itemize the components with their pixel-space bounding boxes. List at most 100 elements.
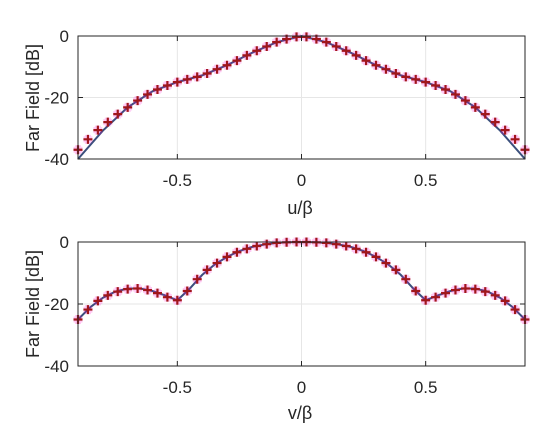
subplot-v-marker-41 <box>480 287 490 297</box>
subplot-v-marker-36 <box>431 292 441 302</box>
subplot-v-marker-34 <box>411 286 421 296</box>
subplot-u-marker-34 <box>411 74 421 84</box>
subplot-v-marker-12 <box>192 274 202 284</box>
subplot-v-axes: -0.5 0 0.5 0 -20 -40 <box>44 233 526 397</box>
subplot-u-marker-25 <box>321 37 331 47</box>
subplot-v-marker-17 <box>242 244 252 254</box>
subplot-v-marker-35 <box>421 295 431 305</box>
subplot-v-marker-19 <box>262 239 272 249</box>
subplot-u-marker-19 <box>262 41 272 51</box>
subplot-u-axes: -0.5 0 0.5 0 -20 -40 <box>44 27 526 190</box>
subplot-u-marker-10 <box>172 77 182 87</box>
subplot-v-marker-2 <box>93 296 103 306</box>
subplot-u-marker-17 <box>242 50 252 60</box>
subplot-u-marker-15 <box>222 60 232 70</box>
subplot-u-marker-1 <box>83 134 93 144</box>
subplot-u-marker-20 <box>272 37 282 47</box>
subplot-v-grid <box>78 241 525 367</box>
subplot-u-marker-3 <box>103 117 113 127</box>
subplot-v-marker-13 <box>202 265 212 275</box>
subplot-u-marker-2 <box>93 125 103 135</box>
subplot-u-marker-41 <box>480 109 490 119</box>
subplot-u-marker-18 <box>252 46 262 56</box>
subplot-v-marker-27 <box>341 241 351 251</box>
subplot-v-marker-32 <box>391 265 401 275</box>
subplot-v-marker-30 <box>371 252 381 262</box>
subplot-v-plot-area <box>73 237 530 324</box>
subplot-v-marker-4 <box>113 287 123 297</box>
subplot-u-marker-39 <box>460 96 470 106</box>
subplot-v-xtick-label-2: 0.5 <box>414 378 438 397</box>
subplot-u-marker-44 <box>510 134 520 144</box>
subplot-u-ylabel: Far Field [dB] <box>23 44 43 152</box>
subplot-u-marker-36 <box>431 81 441 91</box>
subplot-u-xtick-label-0: -0.5 <box>163 171 192 190</box>
subplot-v-marker-6 <box>133 284 143 293</box>
subplot-u: -0.5 0 0.5 0 -20 -40 Far Field [dB] u/β <box>23 27 530 218</box>
subplot-u-xtick-label-1: 0 <box>297 171 306 190</box>
subplot-v-marker-14 <box>212 258 222 268</box>
subplot-u-marker-30 <box>371 60 381 70</box>
subplot-v-marker-42 <box>490 290 500 300</box>
subplot-v-marker-44 <box>510 305 520 315</box>
subplot-u-marker-14 <box>212 64 222 74</box>
subplot-v-xtick-label-1: 0 <box>297 378 306 397</box>
subplot-v-marker-29 <box>361 247 371 257</box>
subplot-v-marker-8 <box>152 288 162 298</box>
subplot-u-marker-26 <box>331 41 341 51</box>
subplot-u-marker-9 <box>162 81 172 91</box>
subplot-u-marker-28 <box>351 50 361 60</box>
subplot-v-marker-1 <box>83 305 93 315</box>
subplot-v-marker-25 <box>321 238 331 248</box>
subplot-u-marker-40 <box>470 102 480 112</box>
subplot-v-marker-43 <box>500 296 510 306</box>
subplot-u-marker-43 <box>500 125 510 135</box>
subplot-v-marker-16 <box>232 247 242 257</box>
subplot-v-ytick-label-2: -40 <box>44 357 69 376</box>
subplot-v-marker-15 <box>222 252 232 262</box>
subplot-v-marker-39 <box>460 284 470 293</box>
subplot-v-ytick-label-0: 0 <box>60 233 69 252</box>
subplot-u-ytick-label-2: -40 <box>44 150 69 169</box>
subplot-u-marker-37 <box>441 85 451 95</box>
subplot-u-marker-8 <box>152 85 162 95</box>
subplot-v-marker-10 <box>172 295 182 305</box>
subplot-v-marker-38 <box>450 285 460 295</box>
subplot-u-marker-4 <box>113 109 123 119</box>
subplot-u-marker-22 <box>292 32 302 42</box>
subplot-v-marker-5 <box>123 284 133 294</box>
subplot-u-marker-38 <box>450 89 460 99</box>
subplot-v: -0.5 0 0.5 0 -20 -40 Far Field [dB] v/β <box>23 233 530 423</box>
subplot-u-ytick-label-1: -20 <box>44 89 69 108</box>
subplot-u-marker-12 <box>192 72 202 82</box>
subplot-v-ylabel: Far Field [dB] <box>23 250 43 358</box>
subplot-u-marker-7 <box>143 89 153 99</box>
subplot-u-marker-27 <box>341 46 351 56</box>
subplot-v-marker-7 <box>143 285 153 295</box>
subplot-v-marker-26 <box>331 239 341 249</box>
subplot-v-marker-40 <box>470 284 480 294</box>
subplot-v-marker-3 <box>103 290 113 300</box>
subplot-v-marker-28 <box>351 244 361 254</box>
subplot-u-marker-11 <box>182 74 192 84</box>
subplot-u-ytick-label-0: 0 <box>60 27 69 46</box>
subplot-u-marker-13 <box>202 69 212 79</box>
subplot-u-marker-32 <box>391 69 401 79</box>
subplot-v-marker-20 <box>272 238 282 248</box>
subplot-u-marker-33 <box>401 72 411 82</box>
subplot-u-marker-6 <box>133 96 143 106</box>
subplot-v-ytick-label-1: -20 <box>44 295 69 314</box>
subplot-u-marker-16 <box>232 56 242 66</box>
subplot-u-marker-35 <box>421 77 431 87</box>
subplot-u-marker-5 <box>123 102 133 112</box>
subplot-u-xtick-label-2: 0.5 <box>414 171 438 190</box>
subplot-v-marker-11 <box>182 286 192 296</box>
subplot-u-marker-23 <box>301 32 311 42</box>
subplot-v-marker-31 <box>381 258 391 268</box>
subplot-u-marker-42 <box>490 117 500 127</box>
subplot-v-xlabel: v/β <box>288 403 312 423</box>
subplot-v-marker-33 <box>401 274 411 284</box>
subplot-u-plot-area <box>73 32 530 160</box>
subplot-v-marker-18 <box>252 241 262 251</box>
